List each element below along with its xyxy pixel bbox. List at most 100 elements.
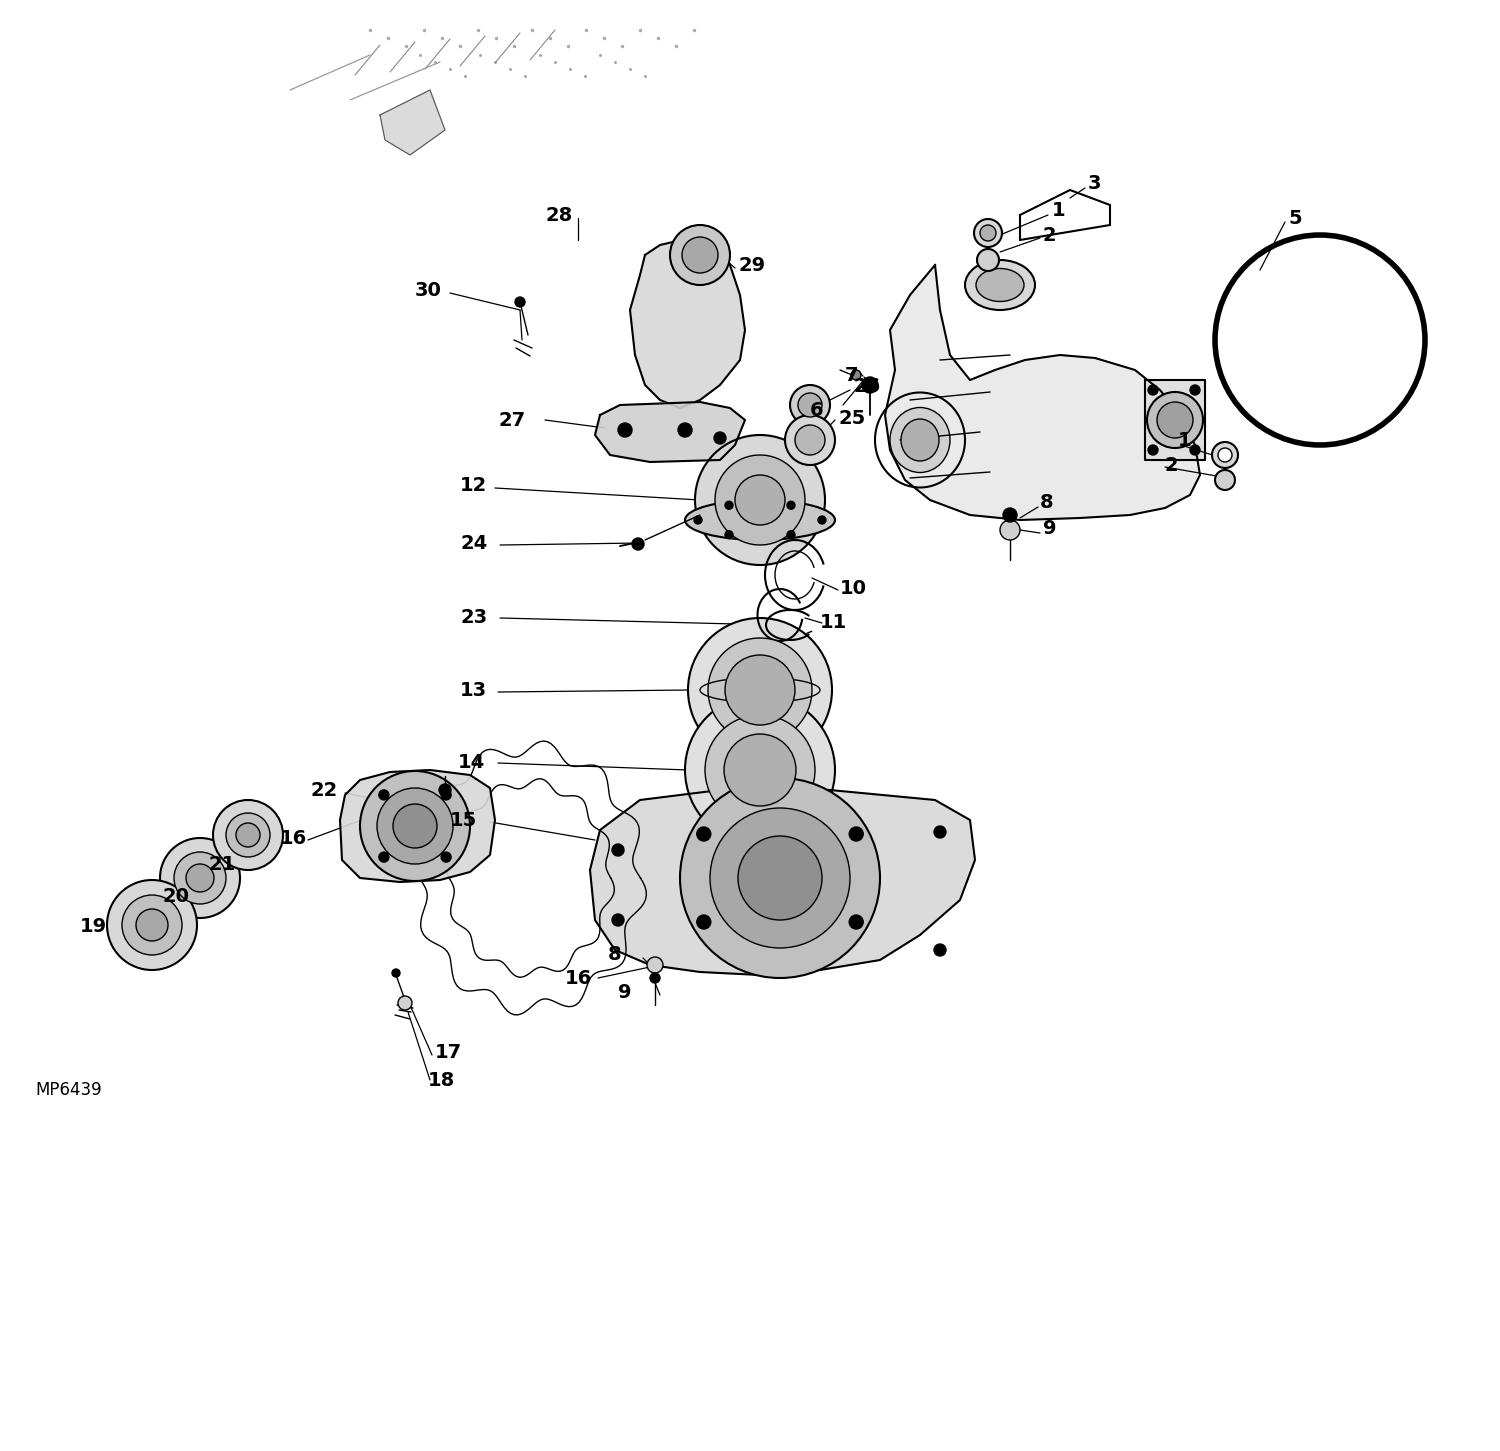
Circle shape: [618, 424, 632, 437]
Text: 13: 13: [460, 681, 488, 699]
Text: 8: 8: [608, 946, 621, 965]
Text: 10: 10: [840, 579, 867, 598]
Circle shape: [186, 863, 214, 892]
Polygon shape: [590, 789, 975, 975]
Ellipse shape: [964, 260, 1035, 311]
Circle shape: [1218, 448, 1231, 461]
Polygon shape: [885, 266, 1200, 519]
Text: 22: 22: [310, 781, 338, 800]
Circle shape: [698, 916, 711, 929]
Circle shape: [612, 914, 624, 926]
Circle shape: [380, 789, 388, 800]
Circle shape: [818, 517, 827, 524]
Text: 1: 1: [1178, 431, 1191, 450]
Circle shape: [708, 638, 812, 741]
Circle shape: [688, 618, 832, 762]
Text: 3: 3: [1088, 174, 1101, 193]
Circle shape: [440, 784, 452, 797]
Circle shape: [160, 839, 240, 918]
Circle shape: [1148, 445, 1158, 456]
Circle shape: [849, 916, 862, 929]
Text: 11: 11: [821, 612, 848, 631]
Circle shape: [798, 393, 822, 416]
Circle shape: [682, 237, 718, 273]
Circle shape: [380, 852, 388, 862]
Text: 27: 27: [498, 411, 525, 429]
Circle shape: [1190, 445, 1200, 456]
Circle shape: [122, 895, 182, 955]
Circle shape: [686, 695, 836, 844]
Text: 28: 28: [544, 206, 573, 225]
Text: 26: 26: [853, 377, 880, 396]
Text: 29: 29: [738, 255, 765, 274]
Circle shape: [788, 501, 795, 509]
Circle shape: [1212, 443, 1237, 469]
Text: 7: 7: [844, 366, 858, 385]
Circle shape: [226, 813, 270, 858]
Circle shape: [398, 995, 412, 1010]
Circle shape: [1215, 470, 1234, 490]
Circle shape: [724, 654, 795, 726]
Circle shape: [1190, 385, 1200, 395]
Circle shape: [1148, 392, 1203, 448]
Circle shape: [106, 879, 196, 971]
Text: 2: 2: [1042, 225, 1056, 245]
Circle shape: [714, 432, 726, 444]
Text: 17: 17: [435, 1042, 462, 1062]
Circle shape: [716, 456, 806, 546]
Text: 2: 2: [1166, 456, 1179, 474]
Text: 18: 18: [427, 1071, 456, 1090]
Circle shape: [236, 823, 260, 847]
Text: 9: 9: [618, 984, 632, 1003]
Circle shape: [360, 770, 470, 881]
Text: 9: 9: [1042, 518, 1056, 537]
Ellipse shape: [890, 408, 950, 473]
Circle shape: [724, 501, 734, 509]
Circle shape: [710, 808, 850, 948]
Text: 20: 20: [162, 887, 189, 905]
Circle shape: [934, 945, 946, 956]
Text: 24: 24: [460, 534, 488, 553]
Circle shape: [705, 715, 815, 826]
Text: 5: 5: [1288, 209, 1302, 228]
Polygon shape: [380, 90, 446, 155]
Polygon shape: [1144, 380, 1204, 460]
Circle shape: [934, 826, 946, 839]
Circle shape: [850, 370, 861, 380]
Text: 25: 25: [839, 409, 866, 428]
Text: 30: 30: [416, 280, 442, 299]
Circle shape: [784, 415, 836, 464]
Circle shape: [694, 435, 825, 564]
Text: 8: 8: [1040, 492, 1053, 512]
Circle shape: [392, 969, 400, 977]
Circle shape: [441, 852, 452, 862]
Circle shape: [376, 788, 453, 863]
Circle shape: [632, 538, 644, 550]
Circle shape: [735, 474, 784, 525]
Circle shape: [174, 852, 226, 904]
Circle shape: [795, 425, 825, 456]
Circle shape: [670, 225, 730, 284]
Circle shape: [980, 225, 996, 241]
Text: 6: 6: [810, 400, 824, 419]
Circle shape: [724, 734, 796, 805]
Text: 15: 15: [450, 811, 477, 830]
Circle shape: [790, 385, 830, 425]
Circle shape: [213, 800, 284, 871]
Text: 16: 16: [280, 829, 308, 847]
Circle shape: [698, 827, 711, 842]
Polygon shape: [630, 238, 746, 408]
Circle shape: [678, 424, 692, 437]
Circle shape: [1148, 385, 1158, 395]
Circle shape: [650, 974, 660, 982]
Polygon shape: [596, 402, 746, 461]
Circle shape: [441, 789, 452, 800]
Ellipse shape: [976, 268, 1024, 302]
Circle shape: [1004, 508, 1017, 522]
Ellipse shape: [686, 501, 836, 540]
Circle shape: [393, 804, 436, 847]
Text: 21: 21: [209, 856, 236, 875]
Circle shape: [788, 531, 795, 538]
Circle shape: [646, 958, 663, 974]
Circle shape: [849, 827, 862, 842]
